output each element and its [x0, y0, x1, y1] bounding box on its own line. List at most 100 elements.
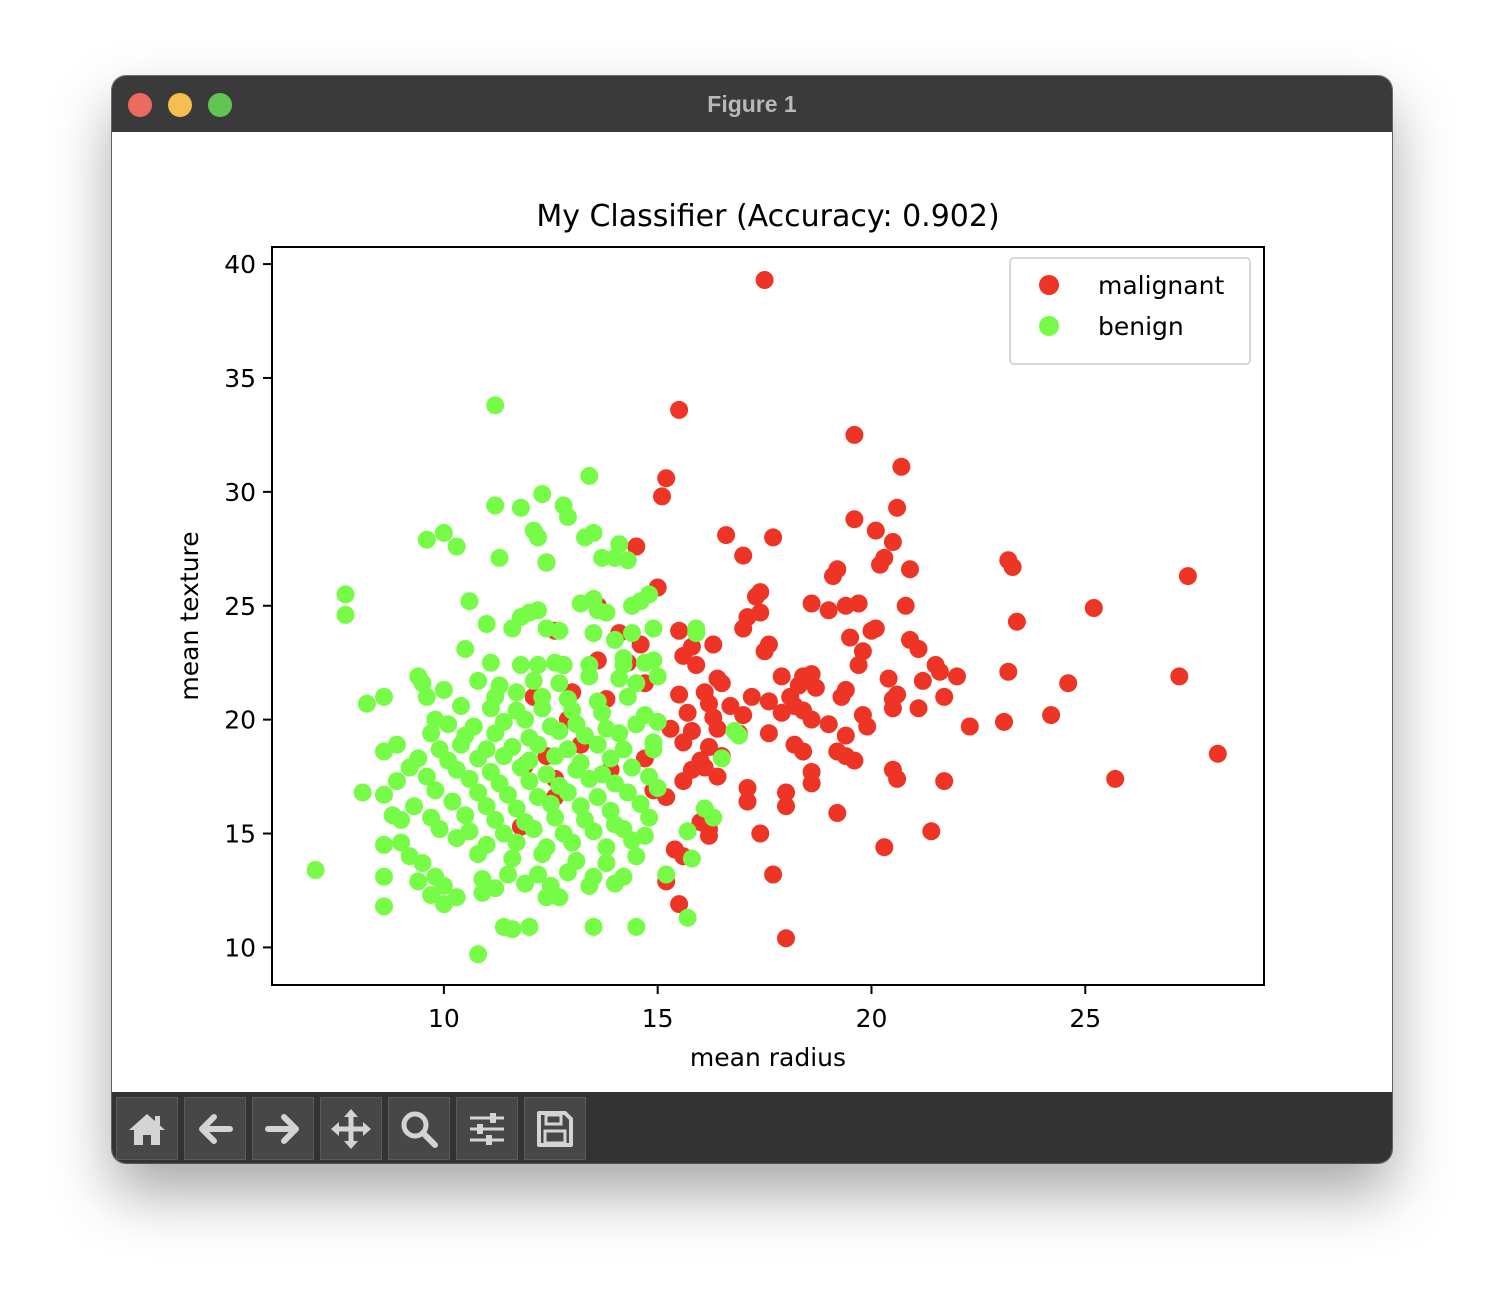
- back-button[interactable]: [184, 1097, 246, 1160]
- pan-button[interactable]: [320, 1097, 382, 1160]
- point-benign: [439, 715, 458, 734]
- point-benign: [567, 760, 586, 779]
- figure-window: Figure 1 My Classifier (Accuracy: 0.902)…: [112, 76, 1392, 1163]
- point-benign: [494, 824, 513, 843]
- point-malignant: [734, 706, 753, 725]
- point-benign: [434, 876, 453, 895]
- point-benign: [306, 861, 325, 879]
- point-malignant: [802, 594, 821, 613]
- point-benign: [580, 667, 599, 686]
- point-malignant: [772, 703, 791, 722]
- y-tick-label: 30: [224, 478, 256, 507]
- point-malignant: [845, 425, 864, 444]
- save-button[interactable]: [524, 1097, 586, 1160]
- point-benign: [529, 865, 547, 884]
- point-benign: [533, 845, 552, 863]
- point-malignant: [824, 567, 842, 586]
- point-benign: [712, 749, 731, 768]
- point-malignant: [751, 824, 770, 843]
- x-tick-label: 20: [856, 1004, 888, 1033]
- point-benign: [469, 671, 488, 690]
- point-benign: [597, 838, 616, 857]
- point-malignant: [772, 667, 791, 686]
- point-benign: [533, 699, 552, 718]
- point-benign: [503, 920, 522, 939]
- point-benign: [417, 530, 436, 549]
- arrow-right-icon: [265, 1113, 299, 1144]
- point-malignant: [708, 767, 727, 786]
- point-malignant: [849, 594, 868, 613]
- y-tick-label: 20: [224, 706, 256, 735]
- point-benign: [524, 671, 543, 690]
- point-malignant: [777, 797, 795, 816]
- point-benign: [546, 653, 565, 672]
- forward-button[interactable]: [252, 1097, 314, 1160]
- point-malignant: [802, 665, 821, 684]
- point-benign: [584, 624, 603, 643]
- point-benign: [601, 749, 620, 768]
- point-malignant: [866, 521, 885, 540]
- point-benign: [563, 701, 582, 720]
- point-benign: [704, 808, 723, 827]
- point-benign: [524, 820, 543, 838]
- move-icon: [331, 1108, 371, 1149]
- configure-subplots-button[interactable]: [456, 1097, 518, 1160]
- point-benign: [452, 697, 470, 715]
- point-benign: [520, 917, 539, 936]
- chart-title: My Classifier (Accuracy: 0.902): [536, 199, 999, 234]
- point-benign: [499, 785, 517, 804]
- point-benign: [546, 747, 565, 766]
- point-malignant: [896, 596, 915, 615]
- point-benign: [456, 640, 475, 658]
- point-malignant: [802, 774, 821, 793]
- point-malignant: [922, 822, 941, 841]
- figure-canvas[interactable]: My Classifier (Accuracy: 0.902) 10 15 20 25…: [112, 132, 1392, 1092]
- point-benign: [558, 507, 577, 526]
- plot-frame: [271, 246, 1265, 986]
- point-malignant: [794, 742, 813, 761]
- point-benign: [426, 781, 445, 800]
- point-malignant: [892, 457, 911, 476]
- x-tick-label: 15: [642, 1004, 674, 1033]
- point-malignant: [674, 733, 693, 752]
- point-benign: [618, 687, 637, 706]
- point-malignant: [738, 779, 757, 797]
- point-malignant: [819, 715, 838, 734]
- zoom-button[interactable]: [388, 1097, 450, 1160]
- point-benign: [520, 772, 539, 791]
- home-button[interactable]: [116, 1097, 178, 1160]
- scatter-plot[interactable]: My Classifier (Accuracy: 0.902) 10 15 20 25…: [112, 132, 1392, 1092]
- point-malignant: [913, 671, 932, 690]
- point-benign: [678, 822, 697, 841]
- point-malignant: [738, 792, 757, 811]
- point-benign: [400, 758, 419, 777]
- x-tick-label: 10: [428, 1004, 460, 1033]
- maximize-window-button[interactable]: [208, 93, 232, 117]
- point-benign: [447, 829, 466, 848]
- point-malignant: [883, 533, 902, 551]
- legend: malignant benign: [1009, 257, 1251, 365]
- point-benign: [511, 758, 530, 777]
- navigation-toolbar: [112, 1092, 1392, 1163]
- minimize-window-button[interactable]: [168, 93, 192, 117]
- point-benign: [477, 797, 496, 816]
- point-benign: [623, 831, 641, 850]
- close-window-button[interactable]: [128, 93, 152, 117]
- point-benign: [529, 528, 547, 547]
- series-malignant: [511, 271, 1227, 948]
- point-benign: [623, 758, 641, 777]
- point-benign: [550, 722, 569, 740]
- point-benign: [417, 687, 436, 706]
- point-malignant: [687, 656, 706, 674]
- point-benign: [460, 769, 479, 788]
- point-benign: [336, 605, 355, 624]
- point-benign: [537, 553, 556, 572]
- point-malignant: [909, 699, 928, 718]
- point-benign: [447, 537, 466, 556]
- point-benign: [644, 651, 663, 670]
- point-benign: [494, 747, 513, 766]
- point-malignant: [1003, 558, 1022, 576]
- point-benign: [618, 551, 637, 570]
- point-benign: [503, 619, 522, 638]
- save-icon: [537, 1110, 573, 1147]
